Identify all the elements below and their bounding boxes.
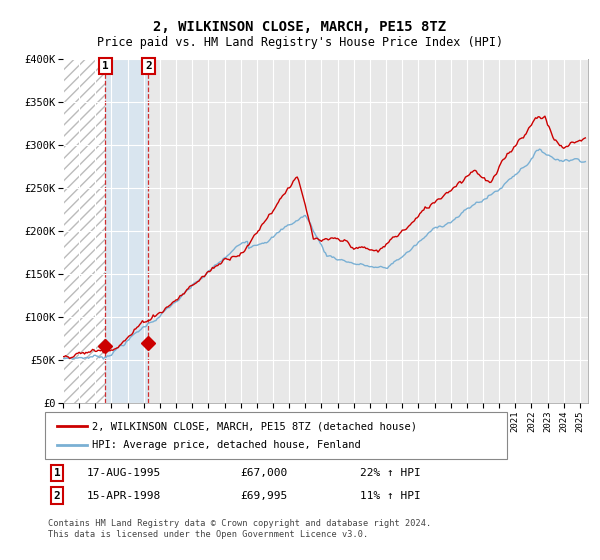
Bar	[63, 59, 106, 403]
Text: 1: 1	[102, 61, 109, 71]
Text: Contains HM Land Registry data © Crown copyright and database right 2024.
This d: Contains HM Land Registry data © Crown c…	[48, 520, 431, 539]
Text: Price paid vs. HM Land Registry's House Price Index (HPI): Price paid vs. HM Land Registry's House …	[97, 36, 503, 49]
Text: £67,000: £67,000	[240, 468, 287, 478]
Text: 2, WILKINSON CLOSE, MARCH, PE15 8TZ (detached house): 2, WILKINSON CLOSE, MARCH, PE15 8TZ (det…	[92, 421, 417, 431]
Text: 1: 1	[53, 468, 61, 478]
Text: 11% ↑ HPI: 11% ↑ HPI	[360, 491, 421, 501]
Text: 15-APR-1998: 15-APR-1998	[87, 491, 161, 501]
Bar	[106, 59, 148, 403]
Text: HPI: Average price, detached house, Fenland: HPI: Average price, detached house, Fenl…	[92, 440, 361, 450]
Text: 22% ↑ HPI: 22% ↑ HPI	[360, 468, 421, 478]
Bar	[63, 59, 106, 403]
Text: £69,995: £69,995	[240, 491, 287, 501]
Text: 2: 2	[53, 491, 61, 501]
Text: 17-AUG-1995: 17-AUG-1995	[87, 468, 161, 478]
Text: 2, WILKINSON CLOSE, MARCH, PE15 8TZ: 2, WILKINSON CLOSE, MARCH, PE15 8TZ	[154, 20, 446, 34]
Text: 2: 2	[145, 61, 152, 71]
